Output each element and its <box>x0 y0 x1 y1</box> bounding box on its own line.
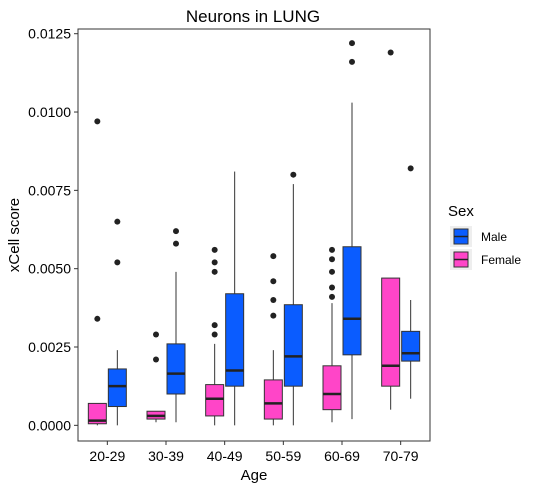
outlier-point <box>173 228 179 235</box>
y-tick-label: 0.0025 <box>28 339 71 355</box>
box-female-30-39 <box>146 331 166 423</box>
outlier-point <box>387 49 394 56</box>
box-male-60-69 <box>342 40 362 420</box>
box-male-70-79 <box>401 165 421 399</box>
box-male-40-49 <box>225 171 245 426</box>
outlier-point <box>270 312 277 319</box>
box-body <box>107 368 127 408</box>
outlier-point <box>329 293 335 300</box>
x-axis-label: Age <box>241 467 268 484</box>
box-female-20-29 <box>87 118 107 426</box>
box-body <box>87 402 107 425</box>
outlier-point <box>211 268 218 275</box>
box-female-60-69 <box>322 246 342 423</box>
legend-label-male: Male <box>481 230 507 244</box>
box-body <box>322 365 342 411</box>
box-body <box>401 330 421 362</box>
outlier-point <box>94 315 101 322</box>
outlier-point <box>329 268 335 275</box>
outlier-point <box>349 58 355 65</box>
x-tick-label: 50-59 <box>265 448 301 464</box>
outlier-point <box>153 356 159 363</box>
outlier-point <box>270 253 277 260</box>
y-tick-label: 0.0125 <box>28 26 71 42</box>
outlier-point <box>94 118 101 125</box>
legend: Sex Male Female <box>448 203 521 270</box>
box-body <box>166 343 186 395</box>
outlier-point <box>270 297 277 304</box>
y-tick-label: 0.0100 <box>28 104 71 120</box>
box-male-30-39 <box>166 228 186 423</box>
outlier-point <box>290 171 297 178</box>
outlier-point <box>211 246 218 253</box>
box-male-50-59 <box>283 171 303 426</box>
legend-label-female: Female <box>481 253 521 267</box>
outlier-point <box>211 331 218 338</box>
boxplot-marks <box>87 40 421 426</box>
outlier-point <box>270 278 277 285</box>
box-body <box>342 246 362 356</box>
outlier-point <box>114 218 121 225</box>
box-female-50-59 <box>263 253 283 426</box>
x-axis: 20-29 30-39 40-49 50-59 60-69 70-79 <box>89 441 419 464</box>
chart-title: Neurons in LUNG <box>186 7 320 26</box>
x-tick-label: 70-79 <box>383 448 419 464</box>
outlier-point <box>329 246 335 253</box>
box-female-40-49 <box>205 246 225 426</box>
y-tick-label: 0.0000 <box>28 417 71 433</box>
legend-title: Sex <box>448 203 474 220</box>
y-axis-label: xCell score <box>6 198 23 272</box>
outlier-point <box>211 322 218 329</box>
x-tick-label: 30-39 <box>148 448 184 464</box>
outlier-point <box>329 284 335 291</box>
outlier-point <box>153 331 159 338</box>
plot-panel <box>77 28 431 442</box>
outlier-point <box>349 40 355 47</box>
outlier-point <box>329 256 335 263</box>
y-tick-label: 0.0050 <box>28 261 71 277</box>
box-body <box>283 304 303 387</box>
outlier-point <box>211 259 218 266</box>
box-male-20-29 <box>107 218 127 426</box>
box-body <box>205 384 225 417</box>
x-tick-label: 20-29 <box>89 448 125 464</box>
box-body <box>263 379 283 420</box>
box-body <box>225 293 245 387</box>
box-body <box>381 277 401 387</box>
x-tick-label: 60-69 <box>324 448 360 464</box>
x-tick-label: 40-49 <box>207 448 243 464</box>
outlier-point <box>173 240 179 247</box>
outlier-point <box>407 165 414 172</box>
outlier-point <box>114 259 121 266</box>
y-axis: 0.0000 0.0025 0.0050 0.0075 0.0100 0.0125 <box>28 26 78 433</box>
y-tick-label: 0.0075 <box>28 182 71 198</box>
box-female-70-79 <box>381 49 401 410</box>
